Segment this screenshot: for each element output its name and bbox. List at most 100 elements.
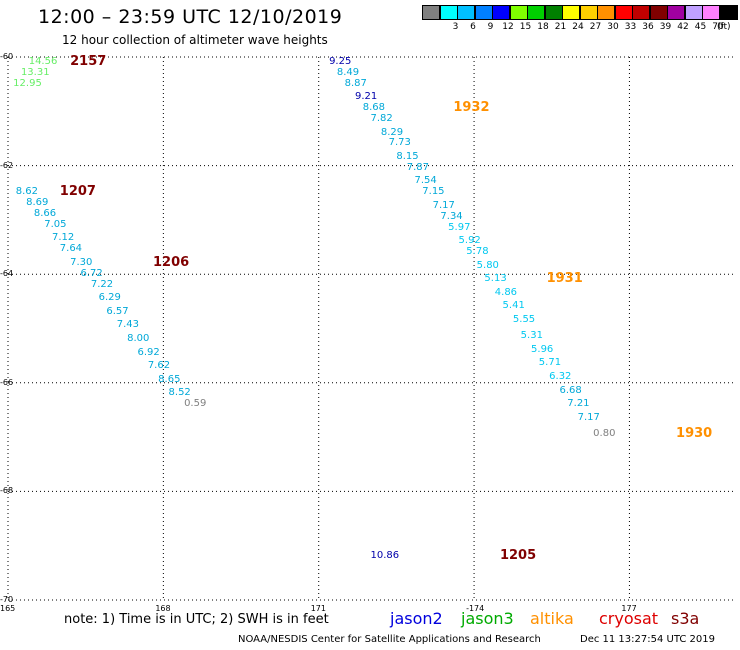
- color-swatch-label: 24: [572, 22, 584, 32]
- wave-height-reading: 8.49: [336, 66, 360, 78]
- wave-height-reading: 7.82: [370, 113, 393, 124]
- wave-height-reading: 5.13: [484, 273, 507, 285]
- latitude-label: -66: [0, 377, 14, 387]
- color-swatch: [632, 5, 650, 20]
- color-swatch-label: 3: [452, 22, 459, 32]
- wave-height-reading: 8.65: [158, 373, 181, 385]
- page-subtitle: 12 hour collection of altimeter wave hei…: [62, 33, 328, 47]
- wave-height-reading: 8.69: [26, 197, 49, 209]
- color-swatch: [509, 5, 528, 20]
- color-swatch: [597, 5, 615, 20]
- pass-time-label: 1205: [499, 548, 537, 564]
- map-grid: [7, 56, 733, 601]
- color-swatch-label: 39: [659, 22, 672, 32]
- longitude-label: -174: [466, 604, 485, 613]
- pass-time-label: 2157: [70, 54, 107, 69]
- wave-height-reading: 5.55: [512, 313, 536, 325]
- page-title: 12:00 – 23:59 UTC 12/10/2019: [38, 6, 343, 28]
- color-swatch: [702, 5, 720, 20]
- wave-height-reading: 5.78: [466, 246, 489, 258]
- longitude-label: 168: [155, 604, 171, 613]
- wave-height-reading: 0.80: [593, 427, 616, 439]
- wave-height-reading: 7.17: [577, 411, 600, 423]
- longitude-label: 165: [0, 604, 16, 613]
- latitude-label: -64: [0, 269, 14, 279]
- wave-height-reading: 5.97: [448, 221, 471, 233]
- color-scale-unit: (ft): [717, 22, 731, 32]
- wave-height-reading: 7.15: [422, 186, 445, 198]
- wave-height-reading: 6.32: [549, 370, 572, 382]
- wave-height-reading: 7.34: [440, 210, 463, 222]
- pass-time-label: 1931: [546, 271, 583, 287]
- color-swatch: [719, 5, 738, 20]
- color-swatch-label: 42: [677, 22, 689, 32]
- latitude-label: -70: [0, 595, 14, 604]
- color-swatch-label: 18: [537, 22, 549, 32]
- wave-height-reading: 7.30: [70, 256, 93, 268]
- footer-timestamp: Dec 11 13:27:54 UTC 2019: [580, 634, 715, 645]
- wave-height-reading: 6.92: [137, 346, 160, 358]
- legend-altika: altika: [530, 609, 574, 628]
- wave-height-reading: 8.29: [380, 126, 404, 138]
- longitude-label: 177: [621, 604, 637, 613]
- wave-height-reading: 6.72: [80, 267, 103, 279]
- wave-height-reading: 7.17: [432, 199, 455, 211]
- color-swatch-label: 15: [519, 22, 532, 32]
- wave-height-reading: 8.87: [344, 77, 367, 89]
- wave-height-reading: 7.73: [388, 137, 411, 149]
- color-swatch-label: 21: [554, 22, 567, 32]
- legend-jason3: jason3: [461, 609, 514, 628]
- latitude-label: -62: [0, 160, 14, 170]
- wave-height-reading: 7.54: [414, 175, 437, 187]
- map-plot-area: -60 -62 -64 -66 -68 -70 165 168 171 -174 177 14.56 1…: [0, 52, 733, 613]
- wave-height-reading: 0.59: [184, 398, 207, 410]
- wave-height-reading: 14.56: [28, 56, 58, 67]
- color-swatch: [649, 5, 668, 20]
- legend-jason2: jason2: [390, 609, 443, 628]
- wave-height-reading: 7.21: [567, 398, 590, 410]
- longitude-label: 171: [310, 604, 326, 613]
- wave-height-reading: 9.21: [354, 91, 378, 103]
- color-swatch: [474, 5, 493, 20]
- wave-height-reading: 5.31: [520, 330, 543, 342]
- wave-height-reading: 7.43: [116, 319, 140, 331]
- wave-height-reading: 6.57: [106, 305, 129, 317]
- color-swatch-label: 30: [607, 22, 619, 32]
- wave-height-reading: 7.05: [44, 218, 67, 230]
- wave-height-reading: 5.92: [458, 235, 481, 247]
- wave-height-reading: 8.68: [362, 102, 385, 114]
- color-swatch: [439, 5, 458, 20]
- wave-height-reading: 8.15: [396, 151, 419, 163]
- wave-height-reading: 8.66: [33, 208, 57, 220]
- latitude-label: -68: [0, 486, 14, 496]
- color-swatch: [667, 5, 685, 20]
- color-swatch: [544, 5, 563, 20]
- pass-time-label: 1206: [153, 254, 190, 270]
- color-swatch-label: 6: [470, 22, 476, 32]
- wave-height-reading: 7.87: [406, 161, 430, 173]
- legend-cryosat: cryosat: [599, 609, 659, 628]
- wave-height-reading: 4.86: [494, 286, 518, 298]
- wave-height-reading: 5.80: [476, 259, 499, 271]
- wave-height-reading: 9.25: [329, 56, 352, 67]
- footer-credit: NOAA/NESDIS Center for Satellite Applica…: [238, 634, 541, 645]
- color-swatch: [457, 5, 475, 20]
- color-swatch: [579, 5, 598, 20]
- wave-height-reading: 7.12: [52, 232, 75, 244]
- color-swatch-label: 36: [642, 22, 654, 32]
- wave-height-reading: 7.22: [90, 278, 114, 290]
- color-swatch-label: 27: [589, 22, 602, 32]
- latitude-label: -60: [0, 52, 14, 61]
- wave-height-reading: 13.31: [20, 66, 50, 78]
- pass-time-label: 1930: [676, 425, 713, 441]
- color-swatch-label: 12: [502, 22, 514, 32]
- wave-height-reading: 8.62: [15, 186, 39, 198]
- pass-time-label: 1932: [453, 100, 490, 116]
- wave-height-reading: 7.64: [59, 243, 83, 255]
- wave-height-reading: 8.52: [168, 387, 191, 399]
- wave-height-reading: 5.41: [502, 300, 525, 312]
- color-swatch-label: 70: [712, 22, 724, 32]
- footer-note: note: 1) Time is in UTC; 2) SWH is in fe…: [64, 612, 329, 627]
- wave-height-reading: 10.86: [370, 550, 400, 562]
- wave-height-reading: 6.29: [98, 292, 121, 304]
